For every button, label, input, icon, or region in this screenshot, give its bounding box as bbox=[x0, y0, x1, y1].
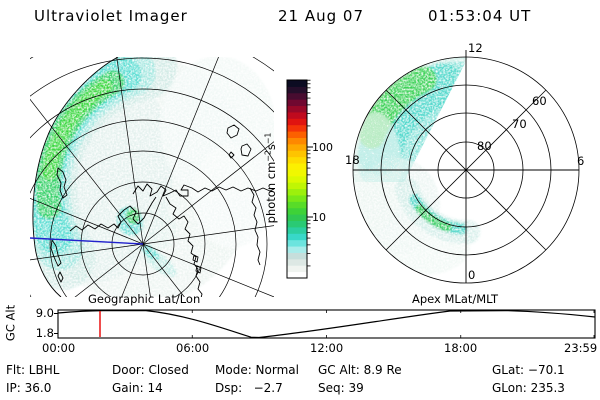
coastline bbox=[249, 187, 261, 266]
ytick-9-0: 9.0 bbox=[35, 306, 54, 320]
status-glon: GLon: 235.3 bbox=[492, 381, 565, 395]
coastline bbox=[69, 196, 157, 232]
status-dsp: Dsp: −2.7 bbox=[215, 381, 283, 395]
unit-seconds: s bbox=[264, 144, 279, 151]
app-title: Ultraviolet Imager bbox=[34, 7, 188, 25]
xtick-1200: 12:00 bbox=[310, 341, 344, 355]
unit-exponent-1: −2 bbox=[263, 150, 273, 162]
gc-alt-axis-label: GC Alt bbox=[3, 304, 18, 342]
colorbar-unit-label: photon cm−2s−1 bbox=[263, 132, 279, 224]
mlat-label-60: 60 bbox=[532, 94, 547, 108]
status-mode: Mode: Normal bbox=[215, 363, 299, 377]
gc-alt-curve bbox=[57, 309, 596, 339]
xtick-0600: 06:00 bbox=[176, 341, 210, 355]
caption-apex: Apex MLat/MLT bbox=[412, 292, 499, 306]
xtick-1800: 18:00 bbox=[444, 341, 478, 355]
coastline bbox=[132, 183, 274, 197]
fov-edge bbox=[32, 57, 119, 297]
status-gain: Gain: 14 bbox=[112, 381, 163, 395]
apex-grid bbox=[352, 50, 580, 284]
status-flt: Flt: LBHL bbox=[6, 363, 60, 377]
xtick-0000: 00:00 bbox=[42, 341, 76, 355]
xtick-2359: 23:59 bbox=[564, 341, 598, 355]
mlt-label-12: 12 bbox=[468, 41, 483, 55]
coastline bbox=[165, 196, 203, 297]
coastline bbox=[50, 167, 68, 283]
status-door: Door: Closed bbox=[112, 363, 189, 377]
colorbar-tick-10: 10 bbox=[312, 211, 326, 224]
unit-exponent-2: −1 bbox=[263, 132, 273, 145]
mlat-label-80: 80 bbox=[477, 139, 492, 153]
colorbar bbox=[286, 79, 313, 279]
ytick-1-8: 1.8 bbox=[35, 326, 54, 340]
gc-alt-chart bbox=[54, 309, 596, 339]
caption-geographic: Geographic Lat/Lon bbox=[88, 292, 201, 306]
time-label: 01:53:04 UT bbox=[428, 7, 532, 25]
status-ip: IP: 36.0 bbox=[6, 381, 52, 395]
status-seq: Seq: 39 bbox=[318, 381, 364, 395]
spacecraft-trace-line bbox=[30, 237, 144, 245]
unit-prefix: photon cm bbox=[264, 161, 279, 224]
colorbar-tick-100: 100 bbox=[312, 141, 333, 154]
mlat-label-70: 70 bbox=[512, 117, 527, 131]
coastline bbox=[226, 124, 252, 159]
geographic-plot bbox=[30, 57, 274, 297]
date-label: 21 Aug 07 bbox=[278, 7, 364, 25]
status-gc-alt: GC Alt: 8.9 Re bbox=[318, 363, 402, 377]
mlt-label-6: 6 bbox=[577, 154, 585, 168]
status-glat: GLat: −70.1 bbox=[492, 363, 565, 377]
mlt-label-0: 0 bbox=[468, 268, 476, 282]
mlt-label-18: 18 bbox=[345, 153, 360, 167]
